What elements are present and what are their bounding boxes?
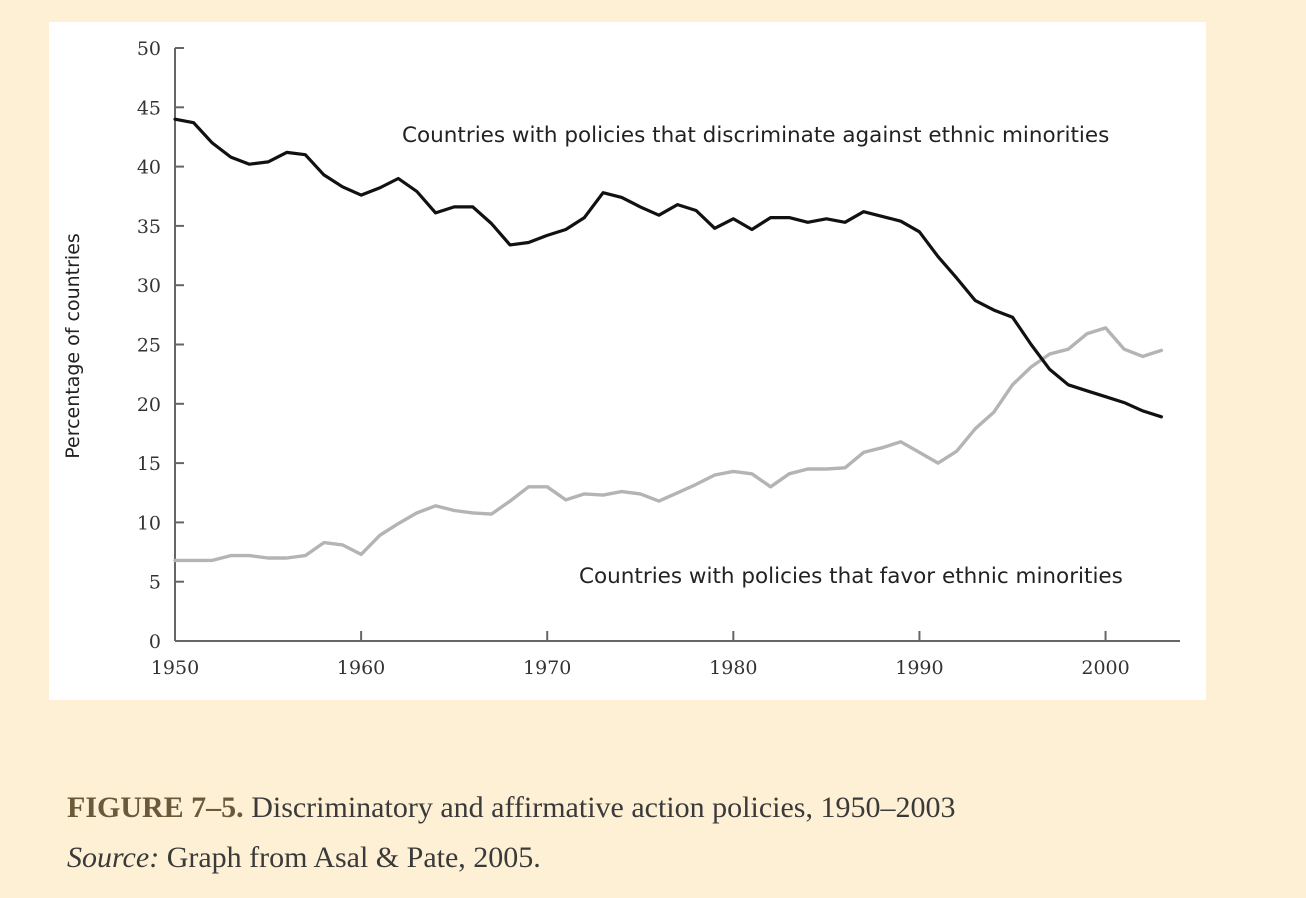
discriminate-series-line (173, 117, 1164, 419)
y-tick-label: 0 (149, 631, 161, 653)
y-tick-label: 15 (137, 453, 161, 475)
caption-text: Discriminatory and affirmative action po… (243, 791, 956, 824)
source-text: Graph from Asal & Pate, 2005. (159, 841, 541, 874)
x-tick-label: 1960 (337, 657, 385, 679)
line-chart: 0 5 10 15 20 25 30 35 40 45 50 1950 1960 1970 1980 199… (62, 38, 1180, 679)
y-tick-label: 35 (137, 216, 161, 238)
favor-series-label: Countries with policies that favor ethni… (579, 564, 1123, 589)
discriminate-series-label: Countries with policies that discriminat… (402, 123, 1109, 148)
y-tick-label: 25 (137, 335, 161, 357)
y-ticks: 0 5 10 15 20 25 30 35 40 45 50 (137, 38, 184, 653)
source-label: Source: (67, 841, 160, 874)
chart-panel: 0 5 10 15 20 25 30 35 40 45 50 1950 1960 1970 1980 199… (49, 22, 1206, 700)
y-tick-label: 5 (149, 572, 161, 594)
caption-source-line: Source: Graph from Asal & Pate, 2005. (67, 836, 1267, 880)
y-tick-label: 30 (137, 275, 161, 297)
figure-caption: FIGURE 7–5. Discriminatory and affirmati… (67, 786, 1267, 880)
figure-number: FIGURE 7–5. (67, 791, 244, 824)
favor-series-line (173, 326, 1164, 563)
y-axis-title: Percentage of countries (62, 233, 84, 459)
y-tick-label: 10 (137, 512, 161, 534)
x-ticks: 1950 1960 1970 1980 1990 2000 (151, 631, 1130, 679)
x-tick-label: 2000 (1081, 657, 1129, 679)
caption-title-line: FIGURE 7–5. Discriminatory and affirmati… (67, 786, 1267, 830)
y-tick-label: 50 (137, 38, 161, 60)
x-tick-label: 1950 (151, 657, 199, 679)
y-tick-label: 20 (137, 394, 161, 416)
y-tick-label: 40 (137, 157, 161, 179)
series-group (173, 117, 1164, 563)
x-tick-label: 1980 (709, 657, 757, 679)
y-tick-label: 45 (137, 97, 161, 119)
x-tick-label: 1990 (895, 657, 943, 679)
x-tick-label: 1970 (523, 657, 571, 679)
